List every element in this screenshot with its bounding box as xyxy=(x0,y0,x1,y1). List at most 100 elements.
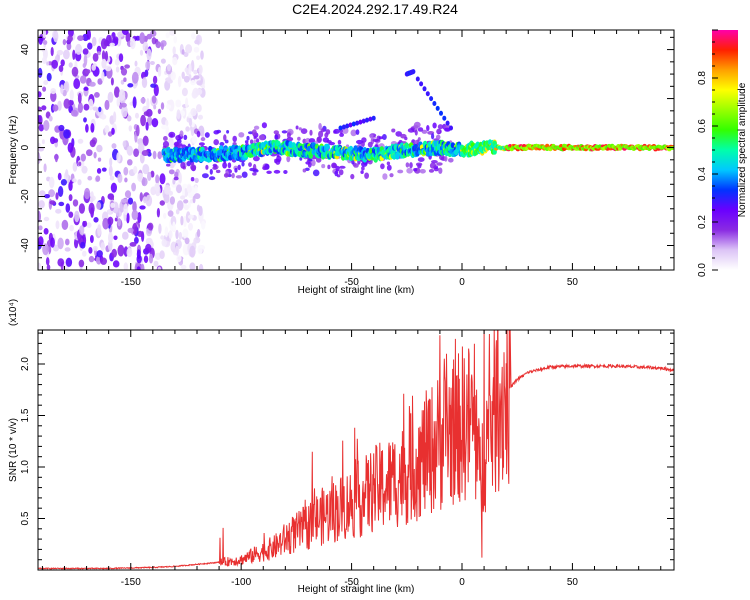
heatmap-cell xyxy=(382,134,387,140)
heatmap-cell xyxy=(113,36,119,43)
heatmap-cell xyxy=(165,32,170,39)
heatmap-cell xyxy=(38,67,43,78)
heatmap-cell xyxy=(318,123,322,130)
heatmap-cell xyxy=(198,263,204,270)
heatmap-cell xyxy=(389,173,394,178)
heatmap-cell xyxy=(123,166,129,176)
heatmap-cell xyxy=(130,38,136,50)
heatmap-cell xyxy=(212,163,218,168)
heatmap-cell xyxy=(38,91,42,98)
heatmap-cell xyxy=(100,257,107,265)
heatmap-cell xyxy=(417,127,424,132)
heatmap-cell xyxy=(39,190,46,197)
heatmap-cell xyxy=(131,209,139,221)
heatmap-cell xyxy=(150,83,157,88)
heatmap-cell xyxy=(151,95,157,104)
heatmap-cell xyxy=(90,123,95,133)
heatmap-cell xyxy=(325,143,330,150)
snr-x-label: Height of straight line (km) xyxy=(298,584,415,595)
snr-panel: -150 -100 -50 0 50 0.5 1.0 1.5 2.0 Height of st… xyxy=(8,299,675,595)
heatmap-cell xyxy=(116,97,121,107)
heatmap-cell xyxy=(378,136,383,140)
heatmap-cell xyxy=(419,81,424,87)
heatmap-cell xyxy=(364,172,369,179)
heatmap-cell xyxy=(413,125,419,129)
heatmap-cell xyxy=(146,33,153,40)
heatmap-cell xyxy=(97,224,102,237)
heatmap-cell xyxy=(107,91,114,103)
heatmap-cell xyxy=(274,134,279,140)
heatmap-cell xyxy=(309,129,313,136)
heatmap-cell xyxy=(298,127,302,131)
heatmap-cell xyxy=(53,30,59,43)
heatmap-cell xyxy=(80,241,86,249)
heatmap-cell xyxy=(274,158,278,164)
heatmap-cell xyxy=(432,101,437,106)
heatmap-cell xyxy=(183,199,189,204)
heatmap-cell xyxy=(42,86,47,92)
heatmap-cell xyxy=(176,255,182,263)
snr-y-label: SNR (10 * v/v) xyxy=(8,418,19,482)
heatmap-cell xyxy=(190,60,195,72)
heatmap-cell xyxy=(160,235,165,240)
heatmap-cell xyxy=(178,231,183,240)
heatmap-cell xyxy=(57,172,62,181)
heatmap-cell xyxy=(104,99,110,111)
spectrogram-x-tick-label: 50 xyxy=(567,277,579,288)
heatmap-cell xyxy=(273,130,279,135)
heatmap-cell xyxy=(57,258,65,267)
heatmap-cell xyxy=(409,162,413,169)
heatmap-cell xyxy=(156,207,160,218)
heatmap-cell xyxy=(180,195,186,200)
heatmap-cell xyxy=(186,185,192,194)
heatmap-cell xyxy=(170,71,176,81)
heatmap-cell xyxy=(167,79,173,84)
heatmap-cell xyxy=(187,214,194,219)
heatmap-cell xyxy=(431,160,438,164)
heatmap-cell xyxy=(104,50,108,62)
heatmap-cell xyxy=(445,120,450,126)
heatmap-cell xyxy=(96,51,101,56)
heatmap-cell xyxy=(174,245,180,256)
heatmap-cell xyxy=(162,140,170,148)
heatmap-cell xyxy=(213,130,220,135)
heatmap-cell xyxy=(137,172,144,182)
heatmap-cell xyxy=(114,217,118,222)
heatmap-cell xyxy=(72,49,76,60)
heatmap-cell xyxy=(142,164,150,175)
heatmap-cell xyxy=(101,50,106,61)
heatmap-cell xyxy=(238,132,245,138)
heatmap-cell xyxy=(82,48,89,55)
heatmap-cell xyxy=(52,244,60,252)
heatmap-cell xyxy=(163,184,171,195)
spectrogram-y-tick-label: 0 xyxy=(20,144,31,150)
heatmap-cell xyxy=(127,227,134,234)
heatmap-cell xyxy=(166,99,174,105)
heatmap-cell xyxy=(82,63,87,68)
colorbar: 0.0 0.2 0.4 0.6 0.8 Normalized spectral ampl… xyxy=(697,29,748,277)
heatmap-cell xyxy=(65,203,71,213)
heatmap-cell xyxy=(38,115,43,125)
heatmap-cell xyxy=(100,38,108,50)
heatmap-cell xyxy=(132,222,138,235)
heatmap-cell xyxy=(195,88,203,96)
spectrogram-panel: -150 -100 -50 0 50 -40 -20 0 20 40 Height of str… xyxy=(8,29,675,296)
heatmap-cell xyxy=(208,145,213,152)
heatmap-cell xyxy=(112,260,120,268)
heatmap-cell xyxy=(179,130,184,137)
heatmap-cell xyxy=(437,124,443,130)
heatmap-cell xyxy=(60,59,65,67)
heatmap-cell xyxy=(325,129,331,135)
heatmap-cell xyxy=(158,223,162,234)
heatmap-cell xyxy=(55,220,60,230)
heatmap-cell xyxy=(273,169,281,174)
heatmap-cell xyxy=(337,139,342,145)
heatmap-cell xyxy=(55,192,59,200)
heatmap-cell xyxy=(110,182,117,193)
heatmap-cell xyxy=(51,59,58,69)
heatmap-cell xyxy=(123,77,127,82)
heatmap-cell xyxy=(189,262,196,270)
heatmap-cell xyxy=(251,129,257,137)
heatmap-cell xyxy=(69,224,74,232)
heatmap-cell xyxy=(241,161,245,167)
